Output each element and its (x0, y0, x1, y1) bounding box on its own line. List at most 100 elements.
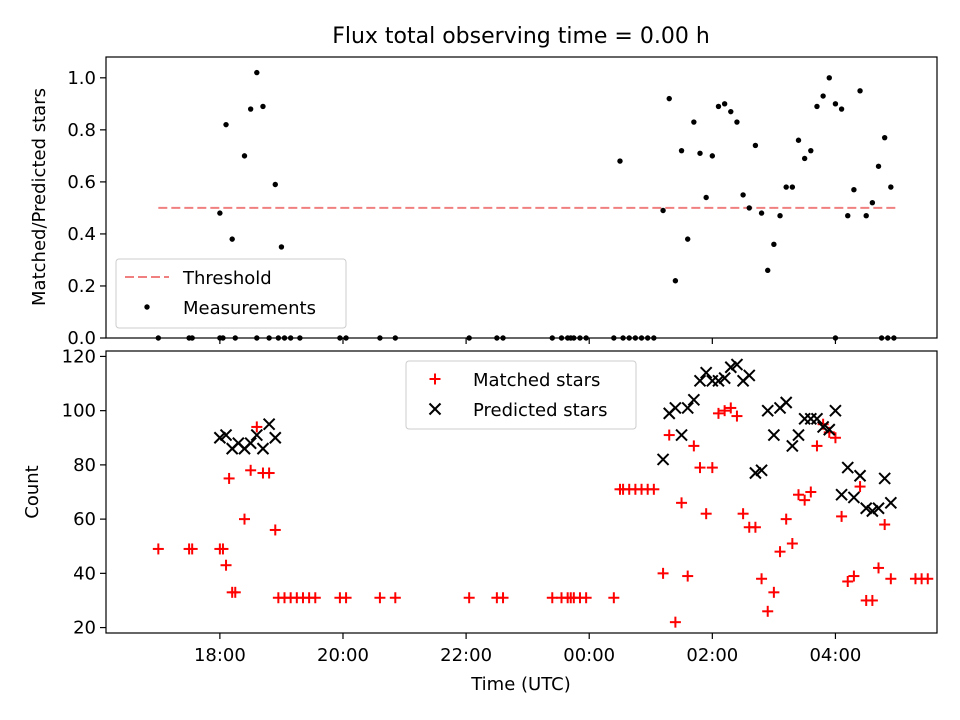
matched-star-point (811, 440, 823, 452)
matched-stars-legend-swatch (429, 373, 441, 385)
matched-star-point (669, 616, 681, 628)
measurement-point (155, 335, 162, 341)
count-plot-frame (105, 350, 938, 634)
measurement-point (832, 335, 839, 341)
matched-star-point (340, 592, 352, 604)
predicted-stars-legend-swatch (428, 402, 442, 416)
matched-star-point (780, 513, 792, 525)
measurement-point (343, 335, 349, 341)
ratio-plot-frame (105, 56, 938, 339)
measurement-point (220, 335, 226, 341)
measurement-point (275, 335, 282, 341)
matched-star-point (374, 592, 386, 604)
ratio-y-ticks: 0.0 0.2 0.4 0.6 0.8 1.0 (67, 68, 106, 349)
measurement-point (721, 101, 728, 107)
count-legend: Matched stars Predicted stars (405, 360, 637, 430)
matched-star-point (389, 592, 401, 604)
matched-star-point (706, 462, 718, 474)
ratio-y-tick-label: 0.6 (67, 172, 96, 193)
measurement-point (709, 153, 716, 159)
matched-star-point (663, 429, 675, 441)
predicted-star-point (878, 472, 891, 485)
measurement-point (863, 213, 869, 219)
predicted-star-point (712, 374, 725, 388)
count-y-tick-label: 120 (62, 346, 96, 367)
predicted-star-point (841, 461, 854, 474)
measurement-point (881, 134, 888, 141)
measurement-point (466, 335, 472, 341)
predicted-star-point (244, 436, 257, 450)
measurement-point (549, 335, 555, 341)
measurement-point (783, 184, 789, 190)
matched-star-point (768, 586, 780, 598)
measurement-point (577, 335, 583, 341)
matched-star-point (239, 513, 250, 525)
measurement-point (728, 108, 734, 115)
predicted-star-point (847, 491, 861, 504)
matched-star-point (799, 494, 811, 506)
measurement-point (247, 106, 254, 112)
measurement-point (583, 335, 589, 341)
measurement-point (857, 88, 863, 94)
predicted-star-point (835, 488, 848, 501)
matched-star-point (836, 510, 848, 522)
measurement-point (672, 278, 679, 284)
measurement-point (620, 335, 626, 341)
matched-star-point (694, 462, 706, 474)
matched-star-point (879, 519, 891, 531)
predicted-star-point (681, 401, 694, 415)
matched-star-point (309, 592, 321, 604)
predicted-star-point (656, 453, 670, 466)
measurement-point (685, 236, 691, 242)
count-subplot: 20 40 60 80 100 120 18:00 20:00 22:00 00:00 02:00… (22, 346, 938, 695)
measurement-point (666, 95, 672, 102)
predicted-star-point (669, 401, 682, 415)
count-x-tick-label: 00:00 (563, 645, 615, 666)
ratio-y-tick-label: 1.0 (67, 68, 96, 89)
matched-star-point (700, 508, 712, 520)
matched-star-point (676, 497, 688, 509)
predicted-stars-points (213, 358, 898, 518)
measurement-point (808, 147, 814, 154)
measurement-point (771, 241, 777, 248)
predicted-star-point (699, 366, 713, 379)
measurement-point (801, 155, 808, 162)
predicted-star-point (823, 423, 836, 436)
measurement-point (845, 213, 851, 219)
measurement-point (678, 147, 685, 154)
measurement-point (697, 150, 703, 156)
measurement-point (254, 69, 260, 76)
measurement-point (740, 192, 746, 198)
predicted-stars-legend-label: Predicted stars (473, 400, 607, 421)
predicted-stars-legend-marker (428, 402, 442, 416)
measurement-point (494, 335, 500, 341)
predicted-star-point (706, 374, 719, 388)
measurement-point (392, 335, 399, 341)
matched-star-point (223, 472, 235, 484)
predicted-star-point (256, 442, 270, 455)
matched-star-point (756, 573, 768, 585)
matched-star-point (682, 570, 694, 582)
measurement-point (377, 335, 383, 341)
predicted-star-point (250, 428, 264, 442)
measurement-point (558, 335, 565, 341)
ratio-y-tick-label: 0.2 (67, 276, 96, 297)
measurement-point (851, 186, 857, 193)
matched-star-point (245, 464, 257, 476)
measurement-point (254, 335, 260, 341)
matched-star-point (873, 562, 885, 574)
count-y-axis-label: Count (22, 465, 43, 518)
matched-star-point (463, 592, 475, 604)
predicted-star-point (730, 358, 744, 371)
matched-star-point (220, 559, 232, 571)
matched-star-point (774, 546, 786, 558)
measurement-point (297, 335, 303, 341)
measurement-point (885, 335, 891, 341)
measurement-point (651, 335, 657, 341)
count-x-tick-label: 20:00 (317, 645, 369, 666)
matched-star-point (229, 586, 241, 598)
count-y-tick-label: 20 (73, 618, 96, 639)
measurement-point (278, 244, 285, 250)
matched-star-point (497, 592, 509, 604)
